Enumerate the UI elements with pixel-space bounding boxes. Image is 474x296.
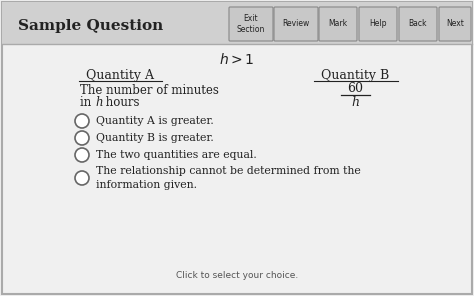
FancyBboxPatch shape — [319, 7, 357, 41]
Text: Click to select your choice.: Click to select your choice. — [176, 271, 298, 281]
FancyBboxPatch shape — [2, 2, 472, 294]
Circle shape — [75, 114, 89, 128]
FancyBboxPatch shape — [229, 7, 273, 41]
Text: Mark: Mark — [328, 20, 347, 28]
Text: hours: hours — [102, 96, 139, 109]
Text: Quantity A: Quantity A — [86, 68, 154, 81]
Text: The relationship cannot be determined from the
information given.: The relationship cannot be determined fr… — [96, 166, 361, 190]
Text: h: h — [95, 96, 103, 109]
Text: Quantity A is greater.: Quantity A is greater. — [96, 116, 214, 126]
Text: Next: Next — [446, 20, 464, 28]
Text: Quantity B: Quantity B — [321, 68, 389, 81]
Text: h: h — [351, 96, 359, 109]
Text: The two quantities are equal.: The two quantities are equal. — [96, 150, 257, 160]
FancyBboxPatch shape — [359, 7, 397, 41]
FancyBboxPatch shape — [274, 7, 318, 41]
Text: The number of minutes: The number of minutes — [80, 84, 219, 97]
Text: $h > 1$: $h > 1$ — [219, 52, 255, 67]
Text: Review: Review — [283, 20, 310, 28]
FancyBboxPatch shape — [439, 7, 471, 41]
FancyBboxPatch shape — [399, 7, 437, 41]
Text: Back: Back — [409, 20, 427, 28]
Circle shape — [75, 148, 89, 162]
Bar — [2, 2, 472, 44]
Text: 60: 60 — [347, 81, 363, 94]
Circle shape — [75, 171, 89, 185]
Text: in: in — [80, 96, 95, 109]
Text: Quantity B is greater.: Quantity B is greater. — [96, 133, 214, 143]
Circle shape — [75, 131, 89, 145]
Text: Help: Help — [369, 20, 387, 28]
Text: Sample Question: Sample Question — [18, 19, 163, 33]
Text: Exit
Section: Exit Section — [237, 14, 265, 34]
